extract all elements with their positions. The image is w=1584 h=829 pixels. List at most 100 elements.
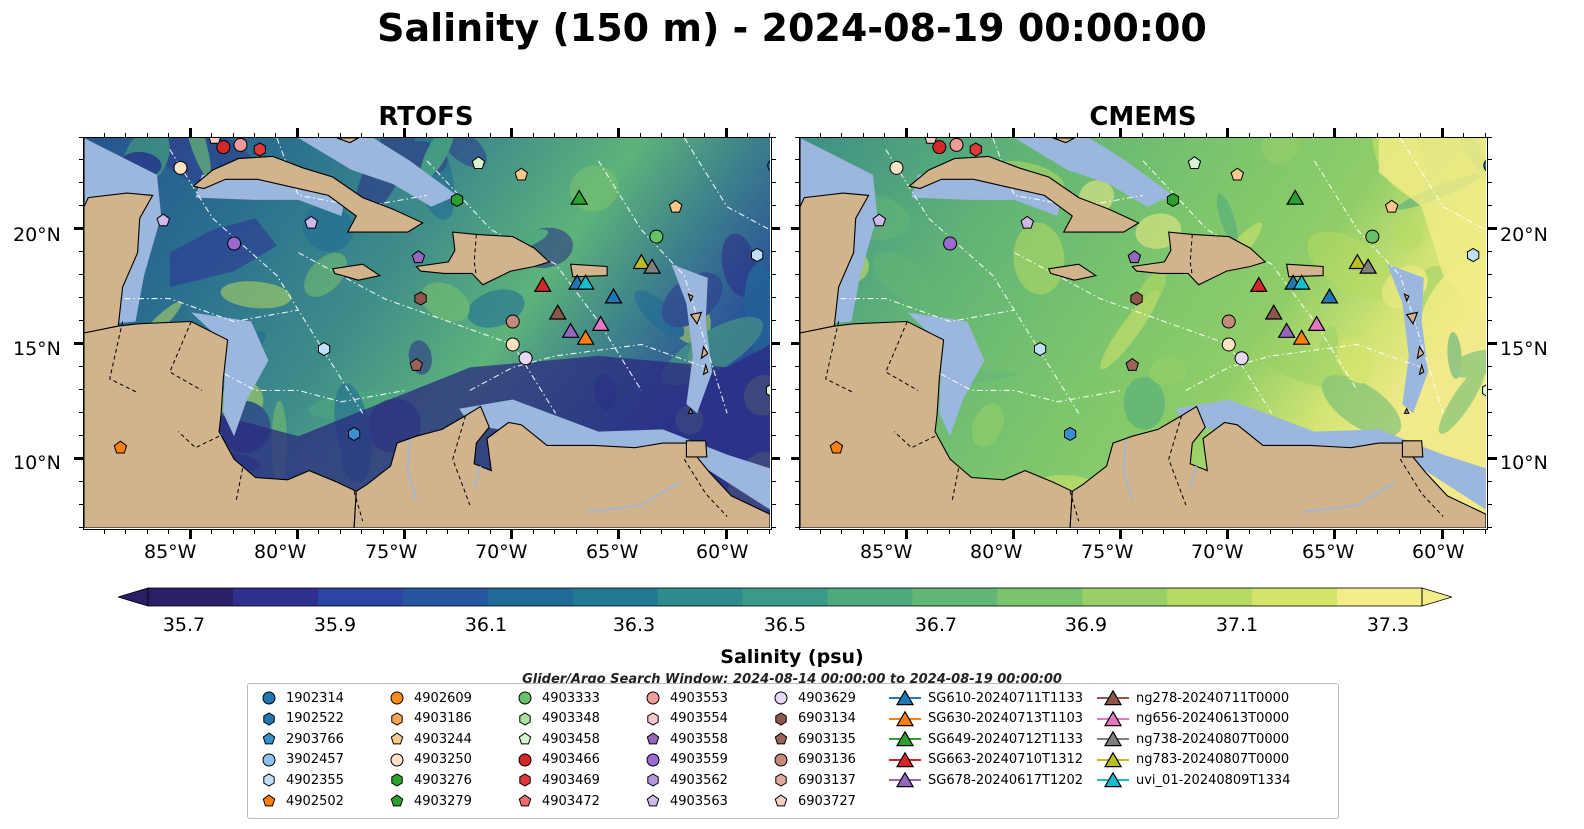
- colorbar-tick-35-7: 35.7: [162, 614, 206, 636]
- lon-tick-top-1--81: [991, 133, 993, 137]
- lat-tick-mid-r-17: [795, 297, 799, 299]
- legend-item-4903348: 4903348: [514, 709, 600, 729]
- lon-tick-bottom-0--89: [103, 530, 105, 534]
- lat-tick-right-18: [1488, 274, 1492, 276]
- float-marker-rtofs-15: [505, 337, 520, 352]
- legend-marker-icon: [263, 712, 275, 726]
- colorbar-bin-10: [997, 588, 1083, 606]
- lon-tick-top-0--61: [704, 133, 706, 137]
- glider-marker-rtofs-10: [591, 315, 610, 331]
- lat-tick-mid-r-24: [795, 136, 799, 138]
- lon-tick-top-0--76: [382, 133, 384, 137]
- legend-triangle-icon: [895, 771, 915, 788]
- land-jamaica: [1047, 263, 1098, 281]
- lon-tick-top-1--87: [862, 133, 864, 137]
- float-marker-cmems-15: [1221, 337, 1236, 352]
- lat-tick-left-24: [79, 136, 83, 138]
- legend-item-4903562: 4903562: [642, 770, 728, 790]
- lon-tick-bottom-0--87: [146, 530, 148, 534]
- lat-tick-mid-l-16: [772, 320, 776, 322]
- lat-label-10n-left: 10°N: [13, 452, 61, 474]
- legend-circle-icon: [262, 753, 276, 767]
- land-trinidad: [1401, 440, 1424, 458]
- legend-hexagon-icon: [263, 773, 275, 787]
- lon-tick-bottom-0--63: [661, 530, 663, 534]
- float-marker-rtofs-8: [471, 156, 486, 169]
- lon-tick-bottom-0--75: [403, 530, 407, 539]
- lat-tick-mid-l-14: [772, 365, 776, 367]
- lon-tick-top-1--67: [1291, 133, 1293, 137]
- legend-marker-icon: [774, 732, 788, 745]
- colorbar: [118, 587, 1452, 607]
- legend-label: SG649-20240712T1133: [928, 731, 1084, 747]
- legend-label: 4902502: [286, 793, 344, 809]
- lon-label-60w-right: 60°W: [1412, 541, 1465, 563]
- glider-marker-rtofs-0: [570, 189, 589, 205]
- legend-item-4903553: 4903553: [642, 688, 728, 708]
- glider-marker-cmems-10: [1307, 315, 1326, 331]
- lat-tick-mid-r-13: [795, 388, 799, 390]
- legend-label: 4903554: [670, 711, 728, 727]
- lon-tick-top-1--89: [819, 133, 821, 137]
- legend-marker-icon: [889, 730, 921, 747]
- lat-tick-mid-r-20: [791, 227, 799, 231]
- legend-triangle-icon: [895, 751, 915, 767]
- legend-item-4902355: 4902355: [258, 770, 344, 790]
- colorbar-bin-2: [317, 588, 404, 606]
- legend-marker-icon: [390, 691, 404, 705]
- legend-label: 1902314: [286, 690, 344, 706]
- legend-item-4903333: 4903333: [514, 688, 600, 708]
- lon-tick-bottom-1--61: [1420, 530, 1422, 534]
- lat-tick-left-18: [79, 274, 83, 276]
- legend-hexagon-icon: [263, 712, 275, 726]
- lat-tick-left-13: [79, 388, 83, 390]
- lat-tick-mid-r-10: [791, 456, 799, 460]
- float-marker-rtofs-23: [348, 426, 361, 441]
- legend-marker-icon: [647, 773, 659, 787]
- land-lesser-antilles-2: [1405, 311, 1419, 325]
- legend-item-SG630-20240713T1103: SG630-20240713T1103: [888, 709, 1083, 729]
- legend-label: 4903250: [414, 752, 472, 768]
- glider-marker-rtofs-5: [632, 253, 651, 270]
- land-lesser-antilles-2: [689, 311, 703, 325]
- lon-tick-top-1--88: [841, 133, 843, 137]
- lat-tick-mid-r-9: [795, 480, 799, 482]
- lon-tick-top-0--80: [295, 128, 299, 137]
- lat-tick-right-17: [1488, 297, 1492, 299]
- lon-tick-top-0--59: [747, 133, 749, 137]
- land-bahamas-a: [1052, 138, 1075, 144]
- lon-tick-bottom-1--78: [1055, 530, 1057, 534]
- lon-tick-top-0--74: [425, 133, 427, 137]
- lon-tick-top-1--86: [884, 133, 886, 137]
- glider-marker-cmems-1: [1249, 276, 1268, 292]
- lon-tick-top-1--80: [1011, 128, 1015, 137]
- lat-tick-mid-r-12: [795, 411, 799, 413]
- lat-tick-mid-l-21: [772, 205, 776, 207]
- lon-tick-bottom-1--62: [1398, 530, 1400, 534]
- lat-tick-mid-l-17: [772, 297, 776, 299]
- float-marker-rtofs-5: [156, 213, 171, 227]
- lon-tick-bottom-0--65: [617, 530, 621, 539]
- legend-item-4903472: 4903472: [514, 791, 600, 811]
- float-marker-cmems-19: [1467, 247, 1480, 263]
- lat-label-20n-left: 20°N: [13, 224, 61, 246]
- legend-label: 4903244: [414, 731, 472, 747]
- lon-tick-top-0--71: [489, 133, 491, 137]
- legend-marker-icon: [889, 771, 921, 788]
- lon-tick-bottom-1--87: [862, 530, 864, 534]
- land-puerto-rico: [569, 263, 608, 278]
- lon-tick-top-0--81: [275, 133, 277, 137]
- rivers: [1122, 440, 1397, 513]
- map-panel-rtofs[interactable]: [83, 137, 772, 530]
- legend-marker-icon: [1097, 751, 1129, 767]
- legend-marker-icon: [262, 753, 276, 767]
- lon-tick-bottom-0--72: [468, 530, 470, 534]
- lon-tick-top-1--68: [1270, 133, 1272, 137]
- shelf-antilles-shelf: [1387, 264, 1429, 414]
- lon-tick-top-1--66: [1313, 133, 1314, 137]
- legend-marker-icon: [775, 712, 787, 726]
- legend-circle-icon: [518, 691, 532, 705]
- map-panel-cmems[interactable]: [799, 137, 1488, 530]
- legend-marker-icon: [647, 712, 659, 726]
- lon-label-80w-right: 80°W: [970, 541, 1023, 563]
